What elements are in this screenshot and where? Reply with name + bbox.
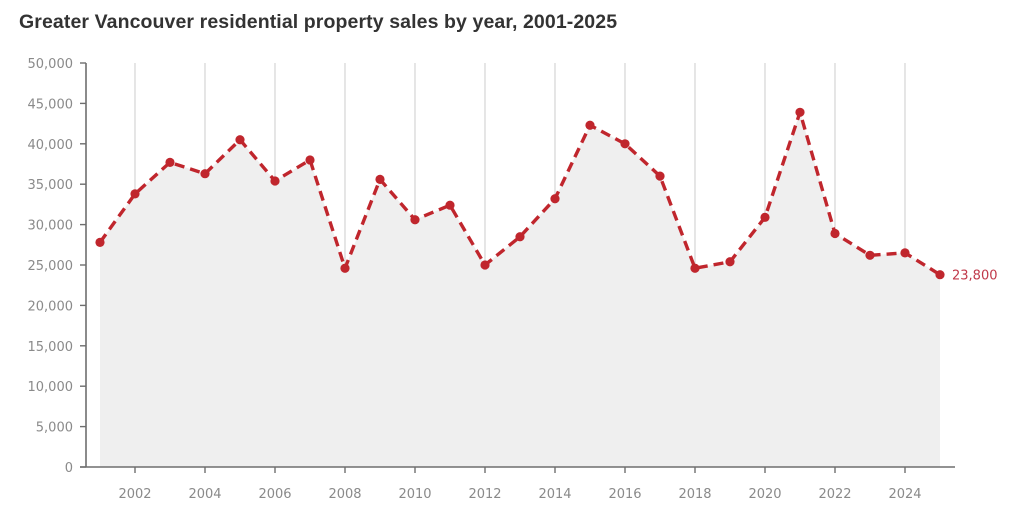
data-point-2016 [620,139,630,149]
annotations: 23,800 [952,269,998,284]
x-tick-label: 2020 [748,487,781,502]
chart-title: Greater Vancouver residential property s… [19,11,618,33]
data-point-2019 [725,257,735,267]
data-point-2009 [375,174,385,184]
x-tick-label: 2022 [818,487,851,502]
x-tick-label: 2010 [398,487,431,502]
y-tick-label: 20,000 [28,299,74,314]
data-point-2010 [410,215,420,225]
y-tick-label: 25,000 [28,259,74,274]
y-tick-label: 0 [65,461,73,476]
data-point-2024 [900,248,910,258]
y-tick-label: 15,000 [28,340,74,355]
y-tick-label: 40,000 [28,138,74,153]
x-axis-ticks: 2002 2004 2006 2008 2010 2012 2014 2016 2018 2020… [118,467,922,502]
y-tick-label: 30,000 [28,219,74,234]
x-tick-label: 2024 [888,487,921,502]
data-point-2023 [865,250,875,260]
x-tick-label: 2006 [258,487,291,502]
data-point-2014 [550,194,560,204]
end-value-label: 23,800 [952,269,998,284]
data-point-2011 [445,200,455,210]
data-point-2021 [795,107,805,117]
data-point-2018 [690,263,700,273]
data-point-2001 [95,237,105,247]
area-fill [100,112,940,468]
data-point-2015 [585,120,595,130]
x-tick-label: 2012 [468,487,501,502]
y-axis-ticks: 0 5,000 10,000 15,000 20,000 25,000 30,000 35,0… [28,57,86,476]
y-tick-label: 10,000 [28,380,74,395]
data-point-2025 [935,270,945,280]
y-tick-label: 35,000 [28,178,74,193]
data-point-2002 [130,189,140,199]
area-fill-layer [100,112,940,468]
data-point-2017 [655,171,665,181]
y-tick-label: 45,000 [28,97,74,112]
data-points [95,107,945,280]
y-tick-label: 50,000 [28,57,74,72]
data-point-2012 [480,260,490,270]
data-point-2022 [830,228,840,239]
data-point-2008 [340,263,350,273]
data-point-2020 [760,212,770,222]
data-point-2005 [235,135,245,145]
data-point-2006 [270,176,280,186]
data-point-2003 [165,157,175,167]
x-tick-label: 2018 [678,487,711,502]
data-point-2004 [200,169,210,179]
x-tick-label: 2002 [118,487,151,502]
x-tick-label: 2014 [538,487,571,502]
x-tick-label: 2016 [608,487,641,502]
x-tick-label: 2004 [188,487,221,502]
data-point-2007 [305,155,315,165]
data-point-2013 [515,232,525,242]
x-tick-label: 2008 [328,487,361,502]
y-tick-label: 5,000 [36,421,73,436]
